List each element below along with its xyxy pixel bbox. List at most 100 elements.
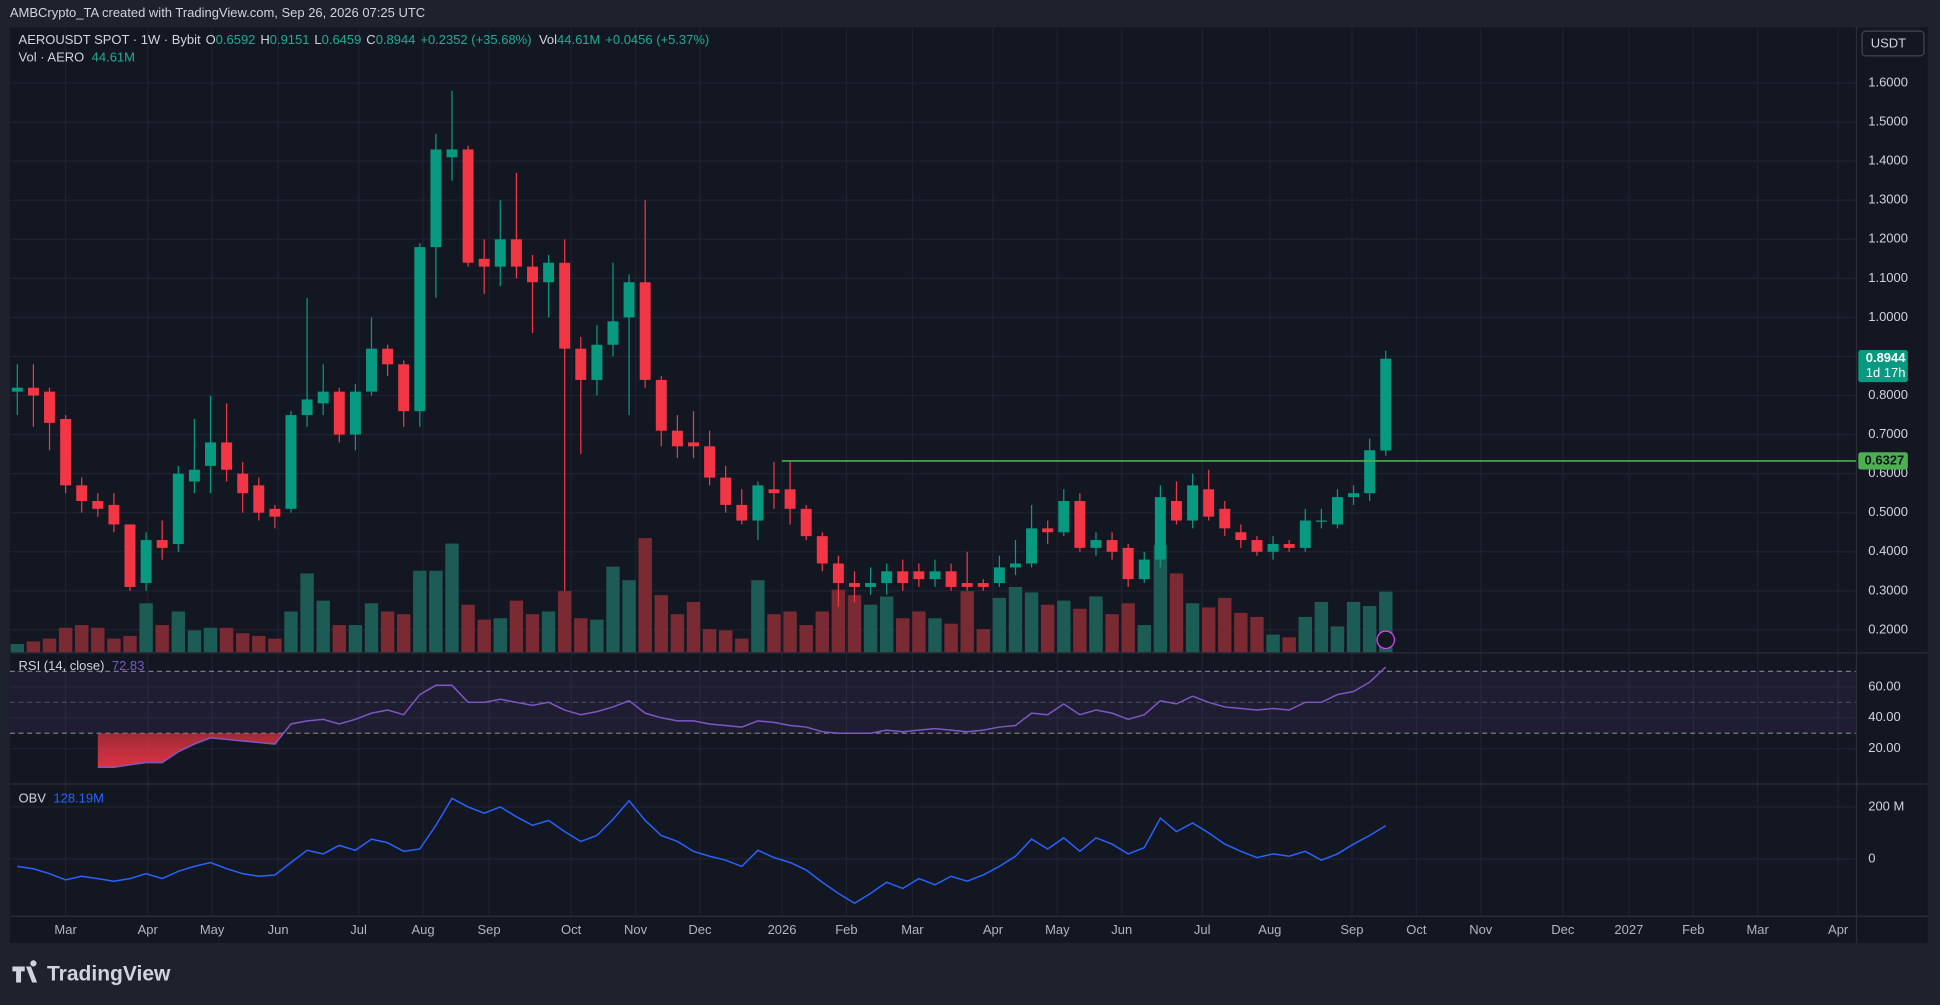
rsi-last: 72.83: [112, 658, 145, 673]
candle-body: [816, 536, 828, 564]
volume-bar: [187, 630, 202, 653]
volume-bar: [380, 611, 395, 653]
candle-body: [1009, 563, 1021, 568]
candle-body: [1122, 547, 1134, 580]
candle-body: [784, 489, 796, 509]
volume-bar: [26, 641, 41, 653]
candle-body: [1219, 508, 1231, 529]
volume-bar: [1201, 607, 1216, 653]
candle-body: [1283, 543, 1295, 548]
candle-body: [1364, 450, 1376, 494]
rsi-line: [97, 666, 1387, 769]
volume-bar: [252, 635, 266, 653]
volume-bar: [268, 638, 282, 653]
candle-body: [913, 571, 925, 580]
volume-bar: [139, 603, 153, 653]
volume-bar: [1105, 614, 1119, 653]
currency-button[interactable]: [1861, 30, 1925, 57]
candle-body: [881, 571, 893, 584]
candle-body: [559, 262, 571, 349]
volume-bar: [445, 543, 459, 653]
candle-body: [44, 391, 55, 423]
volume-bar: [767, 614, 781, 653]
last-price-bg: [1858, 350, 1908, 383]
x-tick-label: Jul: [1194, 922, 1211, 937]
x-tick-label: Mar: [54, 922, 77, 937]
volume-bar: [1153, 544, 1168, 653]
y-tick-label: 1.3000: [1868, 192, 1908, 207]
candle-body: [961, 583, 973, 587]
x-tick-label: Nov: [624, 922, 648, 937]
candle-body: [382, 348, 394, 365]
candle-body: [1187, 485, 1199, 521]
candle-body: [929, 571, 941, 580]
volume-bar: [590, 619, 604, 653]
candle-body: [1235, 532, 1247, 541]
candle-body: [317, 391, 329, 404]
obv-last: 128.19M: [53, 791, 104, 806]
candle-body: [1299, 520, 1311, 548]
legend-label: C: [366, 32, 375, 47]
obv-title: OBV: [19, 791, 47, 806]
volume-title: Vol · AERO: [19, 50, 85, 65]
volume-bar: [606, 566, 620, 653]
x-tick-label: Dec: [688, 922, 712, 937]
x-tick-label: Nov: [1469, 922, 1493, 937]
candle-body: [27, 387, 39, 396]
volume-bar: [912, 611, 926, 653]
candle-body: [494, 239, 506, 267]
volume-bar: [574, 618, 588, 653]
volume-bar: [1346, 601, 1361, 653]
volume-bar: [413, 570, 427, 653]
volume-bar: [1330, 626, 1345, 653]
x-tick-label: Mar: [901, 922, 924, 937]
x-tick-label: Feb: [1682, 922, 1704, 937]
volume-bar: [638, 538, 652, 653]
candle-body: [688, 442, 699, 447]
credit: AMBCrypto_TA created with TradingView.co…: [10, 5, 425, 20]
volume-bar: [74, 625, 89, 653]
level-label: 0.6327: [1865, 452, 1905, 467]
candle-body: [1026, 528, 1038, 564]
volume-bar: [429, 570, 443, 653]
rsi-tick-label: 20.00: [1868, 740, 1901, 755]
legend-label: L: [314, 32, 321, 47]
x-tick-label: Oct: [1406, 922, 1427, 937]
candle-body: [11, 387, 23, 392]
volume-bar: [1250, 616, 1264, 653]
volume-bar: [284, 611, 298, 653]
x-tick-label: Aug: [1258, 922, 1281, 937]
volume-bar: [461, 604, 475, 653]
brand: TradingView: [47, 963, 171, 986]
y-tick-label: 0.8000: [1868, 387, 1908, 402]
volume-bar: [960, 591, 974, 653]
volume-bar: [944, 623, 958, 653]
volume-bar: [815, 611, 829, 653]
volume-bar: [107, 638, 121, 653]
x-tick-label: Dec: [1551, 922, 1575, 937]
rsi-oversold-fill: [97, 733, 1386, 768]
volume-bar: [235, 633, 250, 653]
candle-body: [800, 508, 812, 537]
candle-body: [752, 485, 764, 521]
volume-bar: [493, 618, 507, 653]
volume-bar: [42, 638, 57, 653]
rsi-tick-label: 40.00: [1868, 709, 1901, 724]
volume-last: 44.61M: [92, 50, 135, 65]
candle-body: [510, 239, 522, 267]
candle-body: [462, 149, 474, 263]
x-tick-label: May: [200, 922, 225, 937]
x-tick-label: Jun: [1111, 922, 1132, 937]
candle-body: [671, 430, 683, 447]
candle-body: [865, 583, 877, 587]
rsi-tick-label: 60.00: [1868, 678, 1901, 693]
candle-body: [736, 504, 748, 521]
candle-body: [1042, 528, 1054, 533]
candle-body: [1251, 540, 1263, 552]
candle-body: [172, 473, 184, 544]
volume-bar: [735, 638, 749, 653]
legend-label: O: [206, 32, 216, 47]
volume-bar: [1362, 606, 1377, 653]
x-tick-label: Oct: [561, 922, 582, 937]
